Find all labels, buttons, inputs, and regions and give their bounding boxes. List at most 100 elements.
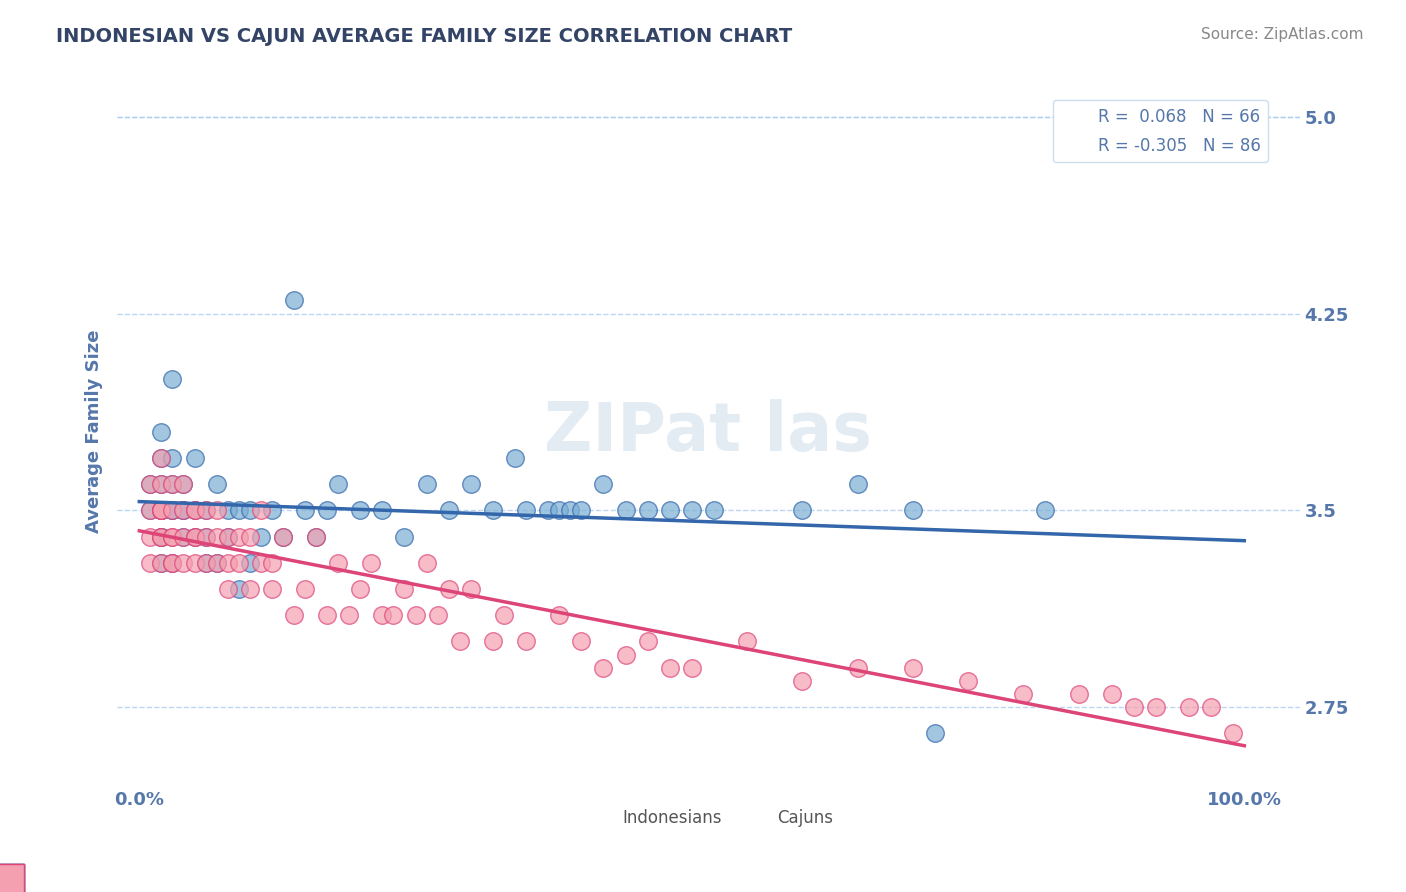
Point: [162, 530, 184, 544]
Point: [294, 503, 316, 517]
Point: [735, 634, 758, 648]
Point: [139, 503, 162, 517]
Point: [217, 556, 239, 570]
Point: [217, 530, 239, 544]
Point: [194, 530, 217, 544]
Point: [183, 450, 205, 465]
Point: [150, 450, 173, 465]
Point: [228, 556, 250, 570]
Point: [460, 477, 482, 491]
Point: [592, 477, 614, 491]
Point: [658, 661, 681, 675]
Point: [162, 372, 184, 386]
Point: [139, 477, 162, 491]
Text: INDONESIAN VS CAJUN AVERAGE FAMILY SIZE CORRELATION CHART: INDONESIAN VS CAJUN AVERAGE FAMILY SIZE …: [56, 27, 793, 45]
Point: [305, 530, 328, 544]
Point: [371, 608, 394, 623]
Point: [283, 608, 305, 623]
Point: [205, 556, 228, 570]
Point: [139, 503, 162, 517]
Point: [492, 608, 515, 623]
Point: [150, 530, 173, 544]
Point: [183, 530, 205, 544]
Point: [150, 556, 173, 570]
Point: [1067, 687, 1090, 701]
Point: [239, 503, 262, 517]
Point: [957, 673, 980, 688]
Point: [162, 503, 184, 517]
Point: [792, 503, 814, 517]
Point: [139, 556, 162, 570]
Point: [569, 503, 592, 517]
Point: [637, 634, 659, 648]
Point: [162, 556, 184, 570]
Point: [924, 726, 946, 740]
Point: [150, 556, 173, 570]
Point: [460, 582, 482, 596]
Point: [614, 503, 637, 517]
Point: [250, 503, 273, 517]
Point: [239, 530, 262, 544]
Point: [183, 503, 205, 517]
Point: [415, 477, 437, 491]
Point: [515, 634, 537, 648]
Point: [139, 477, 162, 491]
Point: [183, 530, 205, 544]
Point: [901, 661, 924, 675]
Point: [503, 450, 526, 465]
Point: [426, 608, 449, 623]
Point: [681, 503, 703, 517]
Point: [162, 503, 184, 517]
Point: [150, 477, 173, 491]
Point: [658, 503, 681, 517]
Point: [150, 503, 173, 517]
Point: [150, 530, 173, 544]
Point: [183, 503, 205, 517]
Point: [228, 582, 250, 596]
Point: [846, 661, 869, 675]
Point: [1144, 700, 1167, 714]
Point: [139, 530, 162, 544]
Point: [194, 503, 217, 517]
Point: [205, 556, 228, 570]
Point: [703, 503, 725, 517]
Point: [162, 477, 184, 491]
Point: [394, 582, 416, 596]
Text: ZIPat las: ZIPat las: [544, 399, 872, 465]
Point: [405, 608, 427, 623]
Point: [437, 582, 460, 596]
Point: [681, 661, 703, 675]
Point: [173, 530, 195, 544]
Point: [1035, 503, 1057, 517]
Point: [205, 477, 228, 491]
Point: [548, 608, 571, 623]
Y-axis label: Average Family Size: Average Family Size: [86, 330, 103, 533]
Point: [150, 503, 173, 517]
Point: [150, 503, 173, 517]
Point: [271, 530, 294, 544]
Point: [217, 582, 239, 596]
Point: [150, 503, 173, 517]
Point: [482, 503, 505, 517]
Point: [1178, 700, 1201, 714]
Point: [328, 477, 350, 491]
Point: [569, 634, 592, 648]
Legend: Indonesians, Cajuns: Indonesians, Cajuns: [578, 800, 839, 834]
Point: [162, 450, 184, 465]
Point: [1012, 687, 1035, 701]
Point: [260, 503, 283, 517]
Point: [294, 582, 316, 596]
Point: [150, 450, 173, 465]
Point: [150, 477, 173, 491]
Point: [162, 477, 184, 491]
Point: [1101, 687, 1123, 701]
Point: [260, 556, 283, 570]
Point: [228, 503, 250, 517]
Point: [415, 556, 437, 570]
Point: [349, 582, 371, 596]
Point: [162, 556, 184, 570]
Point: [537, 503, 560, 517]
Point: [360, 556, 382, 570]
Point: [194, 556, 217, 570]
Point: [394, 530, 416, 544]
